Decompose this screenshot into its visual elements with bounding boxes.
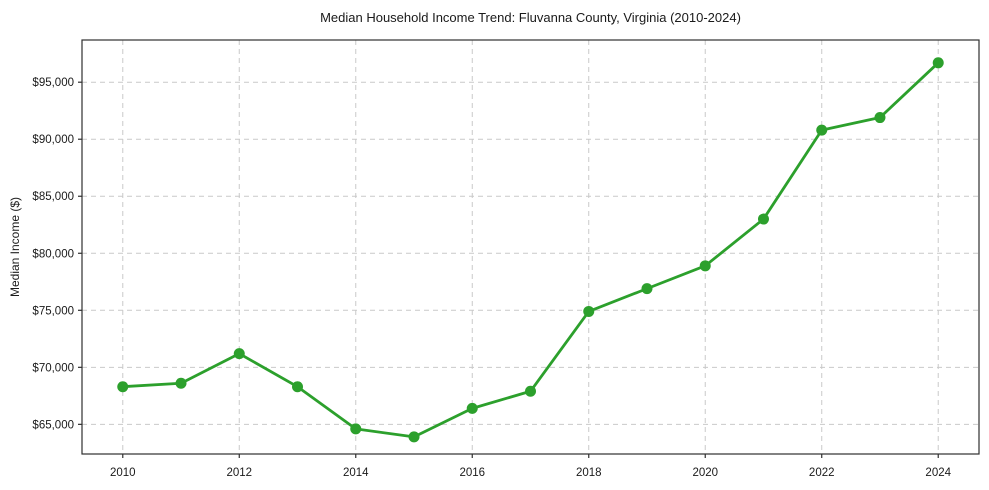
data-point-2018 — [583, 305, 595, 317]
y-tick-label: $80,000 — [32, 248, 74, 260]
x-tick-label: 2014 — [343, 467, 369, 479]
data-point-2013 — [292, 381, 304, 393]
x-tick-label: 2022 — [809, 467, 835, 479]
plot-border — [81, 39, 980, 455]
y-tick-label: $70,000 — [32, 362, 74, 374]
data-point-2010 — [117, 381, 129, 393]
x-tick-label: 2016 — [459, 467, 485, 479]
data-point-2012 — [233, 348, 245, 360]
y-tick-label: $95,000 — [32, 77, 74, 89]
data-point-2023 — [874, 112, 886, 124]
y-tick-label: $65,000 — [32, 419, 74, 431]
y-tick-label: $85,000 — [32, 191, 74, 203]
x-tick-label: 2010 — [110, 467, 136, 479]
data-point-2021 — [757, 213, 769, 225]
x-tick-label: 2020 — [692, 467, 718, 479]
data-point-2015 — [408, 431, 420, 443]
data-point-2022 — [816, 124, 828, 136]
data-point-2024 — [932, 57, 944, 69]
x-tick-label: 2012 — [226, 467, 252, 479]
chart-title: Median Household Income Trend: Fluvanna … — [320, 10, 741, 25]
data-point-2019 — [641, 283, 653, 295]
y-tick-label: $90,000 — [32, 134, 74, 146]
x-tick-label: 2018 — [576, 467, 602, 479]
data-point-2017 — [525, 385, 536, 397]
data-point-2020 — [699, 260, 711, 272]
trend-line — [121, 61, 940, 439]
data-point-2016 — [466, 402, 478, 414]
data-point-2014 — [350, 423, 362, 435]
y-tick-label: $75,000 — [32, 305, 74, 317]
data-point-2011 — [175, 377, 187, 389]
x-tick-label: 2024 — [925, 467, 951, 479]
